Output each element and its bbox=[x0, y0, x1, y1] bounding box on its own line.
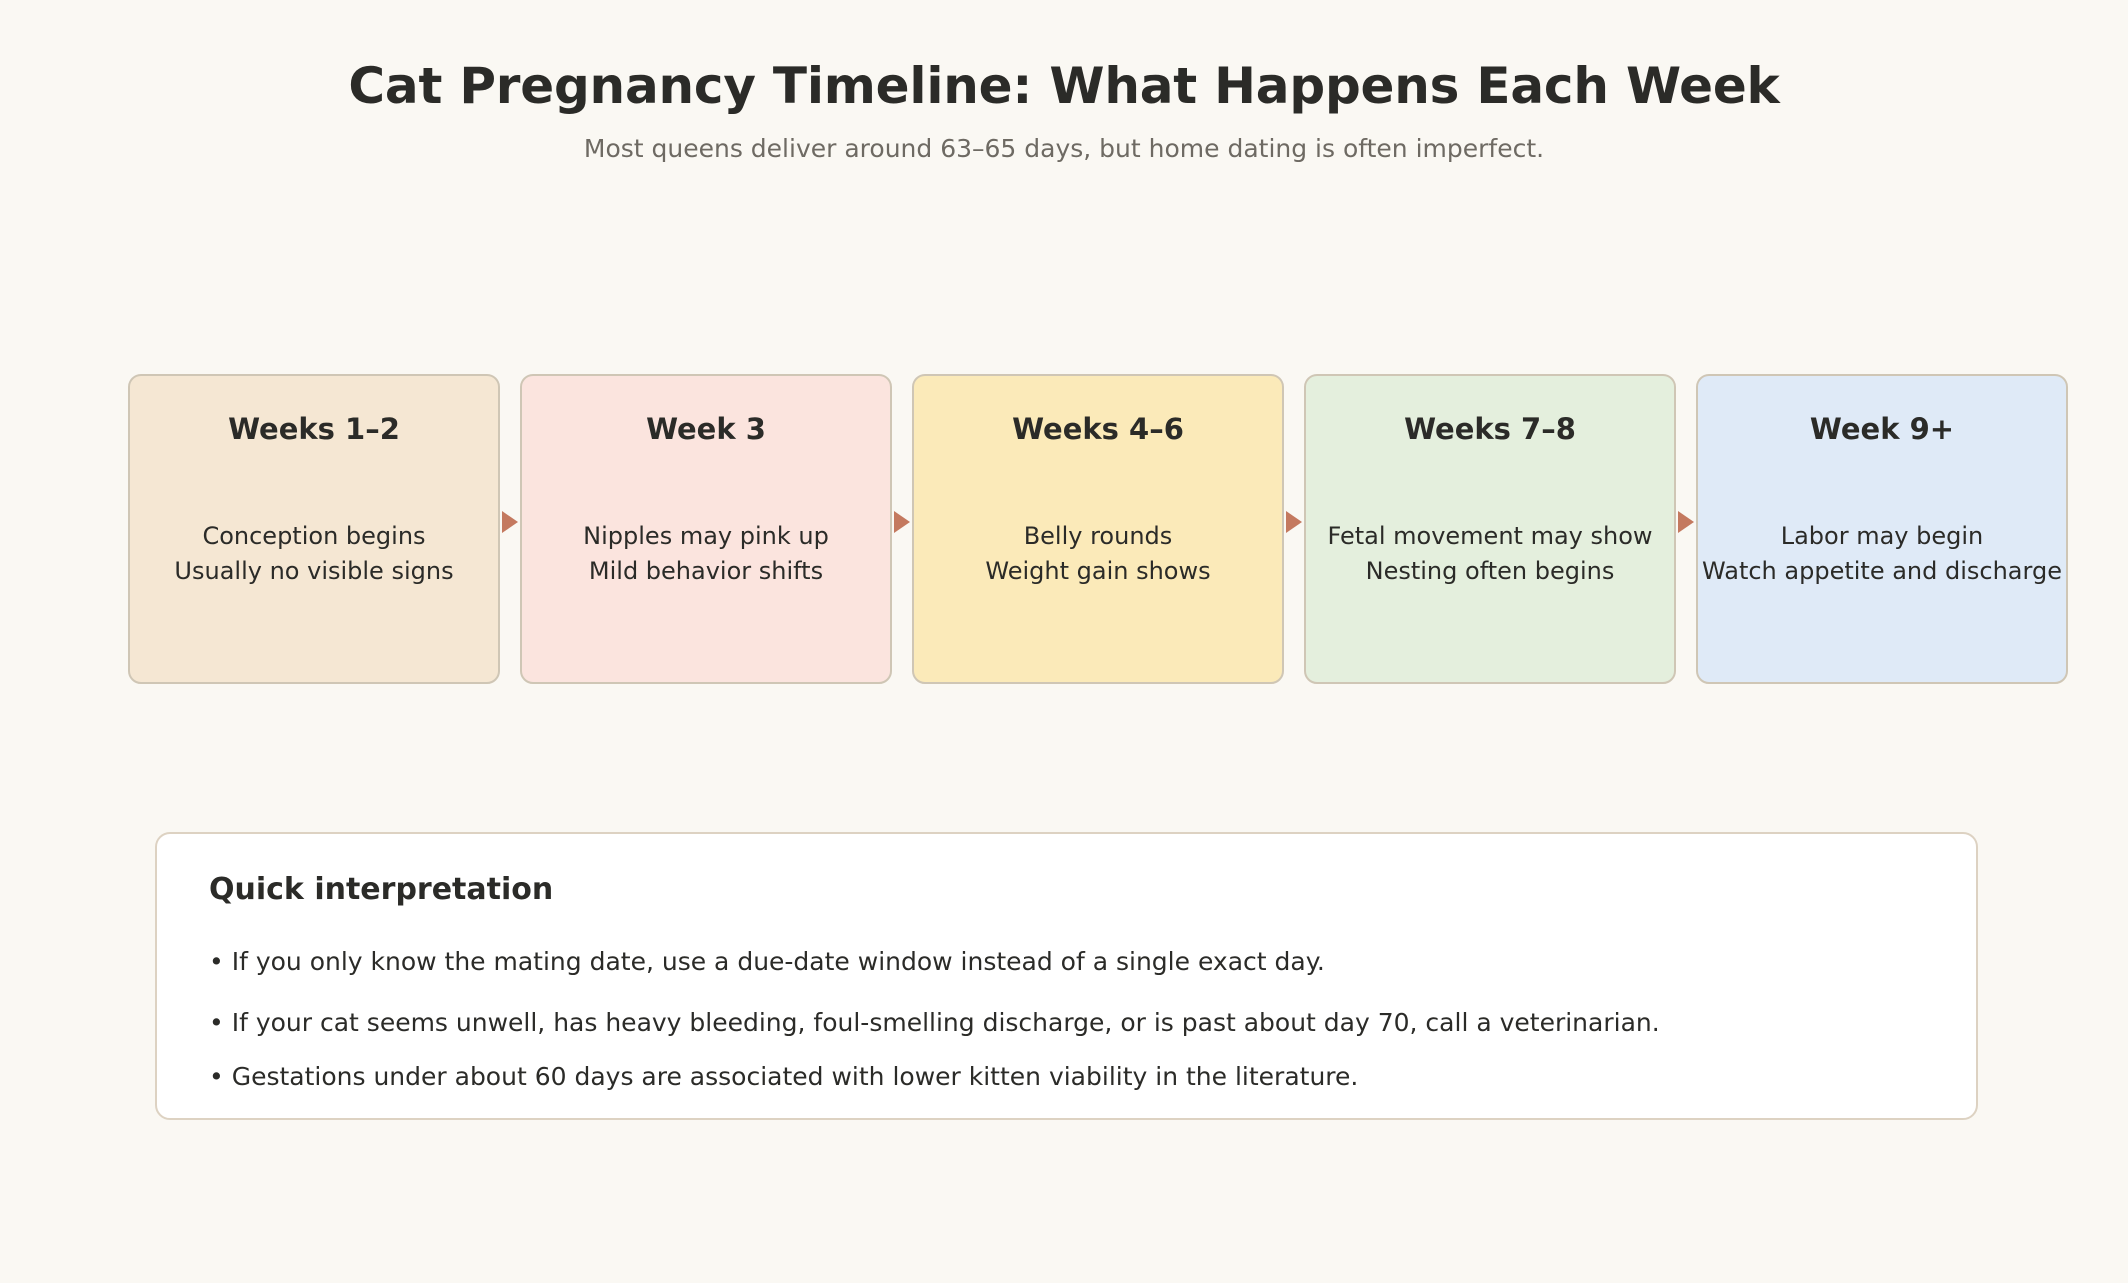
stage-title: Week 3 bbox=[646, 412, 766, 446]
stage-body: Fetal movement may show Nesting often be… bbox=[1327, 519, 1652, 589]
list-item: • If your cat seems unwell, has heavy bl… bbox=[209, 1007, 1660, 1037]
stage-body: Conception begins Usually no visible sig… bbox=[174, 519, 453, 589]
stage-body-line: Usually no visible signs bbox=[174, 557, 454, 586]
stage-body-line: Watch appetite and discharge bbox=[1702, 557, 2062, 586]
stage-body-line: Mild behavior shifts bbox=[588, 557, 824, 586]
arrow-right-icon bbox=[894, 511, 910, 533]
stage-title: Week 9+ bbox=[1809, 412, 1955, 446]
timeline-stage-card[interactable]: Week 3 Nipples may pink up Mild behavior… bbox=[520, 374, 892, 684]
stage-body: Labor may begin Watch appetite and disch… bbox=[1702, 519, 2062, 589]
timeline-stage-card[interactable]: Week 9+ Labor may begin Watch appetite a… bbox=[1696, 374, 2068, 684]
arrow-right-icon bbox=[1678, 511, 1694, 533]
stage-title: Weeks 7–8 bbox=[1404, 412, 1576, 446]
quick-interpretation-list: • If you only know the mating date, use … bbox=[209, 908, 1924, 1094]
arrow-right-icon bbox=[1286, 511, 1302, 533]
timeline-stage-card[interactable]: Weeks 7–8 Fetal movement may show Nestin… bbox=[1304, 374, 1676, 684]
timeline-stage-card[interactable]: Weeks 1–2 Conception begins Usually no v… bbox=[128, 374, 500, 684]
stage-connector bbox=[500, 374, 520, 684]
stage-body: Nipples may pink up Mild behavior shifts bbox=[583, 519, 829, 589]
list-item: • Gestations under about 60 days are ass… bbox=[209, 1062, 1359, 1091]
stage-body-line: Nipples may pink up bbox=[583, 522, 829, 550]
list-item: • If you only know the mating date, use … bbox=[209, 947, 1325, 976]
page-header: Cat Pregnancy Timeline: What Happens Eac… bbox=[0, 0, 2128, 164]
page-subtitle: Most queens deliver around 63–65 days, b… bbox=[583, 134, 1545, 163]
stage-body-line: Fetal movement may show bbox=[1327, 522, 1653, 550]
arrow-right-icon bbox=[502, 511, 518, 533]
pregnancy-timeline: Weeks 1–2 Conception begins Usually no v… bbox=[128, 374, 2068, 684]
stage-body-line: Conception begins bbox=[202, 522, 426, 550]
stage-body-line: Weight gain shows bbox=[985, 557, 1211, 586]
stage-body-line: Nesting often begins bbox=[1365, 557, 1615, 586]
stage-connector bbox=[892, 374, 912, 684]
stage-connector bbox=[1676, 374, 1696, 684]
stage-body-line: Labor may begin bbox=[1780, 522, 1984, 550]
quick-interpretation-title: Quick interpretation bbox=[209, 872, 554, 907]
quick-interpretation-panel: Quick interpretation • If you only know … bbox=[155, 832, 1978, 1120]
page-title: Cat Pregnancy Timeline: What Happens Eac… bbox=[348, 57, 1780, 115]
stage-body: Belly rounds Weight gain shows bbox=[985, 519, 1210, 589]
stage-title: Weeks 1–2 bbox=[228, 412, 400, 446]
timeline-stage-card[interactable]: Weeks 4–6 Belly rounds Weight gain shows bbox=[912, 374, 1284, 684]
stage-body-line: Belly rounds bbox=[1023, 522, 1173, 550]
stage-title: Weeks 4–6 bbox=[1012, 412, 1184, 446]
stage-connector bbox=[1284, 374, 1304, 684]
